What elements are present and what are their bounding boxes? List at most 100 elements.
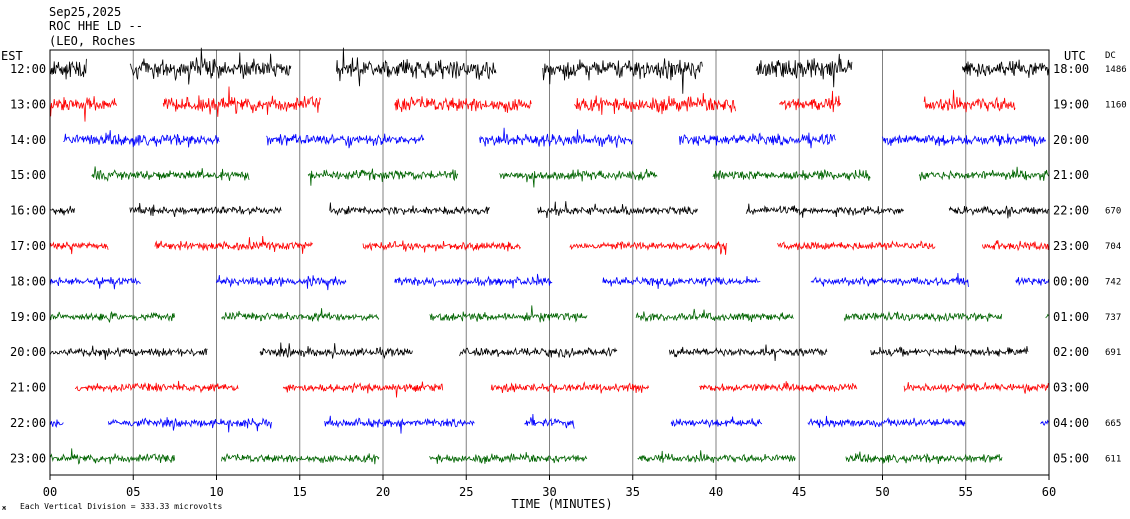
trace-row-11-segment-6 bbox=[807, 415, 966, 428]
est-label-row-3: 14:00 bbox=[10, 133, 46, 147]
trace-row-10-segment-4 bbox=[699, 381, 858, 393]
left-axis-title: EST bbox=[1, 49, 23, 63]
trace-row-6-segment-1 bbox=[49, 241, 109, 255]
dc-value-row-11: 665 bbox=[1105, 419, 1121, 429]
x-tick-label-50: 50 bbox=[875, 485, 889, 499]
x-tick-label-60: 60 bbox=[1042, 485, 1056, 499]
trace-row-5-segment-4 bbox=[537, 201, 698, 219]
trace-row-11-segment-5 bbox=[670, 416, 763, 429]
footer-corner-icon: ж bbox=[2, 504, 7, 512]
utc-label-row-8: 01:00 bbox=[1053, 310, 1089, 324]
trace-row-8-segment-6 bbox=[1045, 313, 1049, 319]
trace-row-12-segment-2 bbox=[221, 452, 380, 465]
trace-row-8-segment-1 bbox=[49, 310, 175, 323]
est-label-row-11: 22:00 bbox=[10, 416, 46, 430]
trace-row-1-segment-1 bbox=[49, 58, 87, 80]
est-label-row-7: 18:00 bbox=[10, 274, 46, 288]
trace-row-6-segment-2 bbox=[154, 235, 313, 254]
utc-label-row-4: 21:00 bbox=[1053, 168, 1089, 182]
trace-row-2-segment-3 bbox=[394, 96, 532, 113]
trace-row-12-segment-4 bbox=[637, 450, 796, 463]
trace-row-7-segment-3 bbox=[394, 273, 553, 289]
x-tick-label-20: 20 bbox=[376, 485, 390, 499]
utc-label-row-3: 20:00 bbox=[1053, 133, 1089, 147]
trace-row-4-segment-2 bbox=[307, 168, 459, 186]
x-tick-label-10: 10 bbox=[209, 485, 223, 499]
utc-label-row-2: 19:00 bbox=[1053, 97, 1089, 111]
trace-row-5-segment-3 bbox=[329, 202, 490, 216]
trace-row-6-segment-3 bbox=[362, 240, 521, 253]
trace-row-1-segment-5 bbox=[755, 53, 853, 88]
plot-frame bbox=[49, 49, 1050, 476]
trace-row-5-segment-2 bbox=[129, 202, 282, 217]
trace-row-9-segment-2 bbox=[259, 342, 413, 360]
trace-row-6-segment-5 bbox=[777, 240, 936, 251]
trace-row-4-segment-1 bbox=[91, 166, 250, 182]
trace-row-10-segment-1 bbox=[74, 380, 239, 394]
footer-note: Each Vertical Division = 333.33 microvol… bbox=[20, 502, 222, 511]
dc-value-row-1: 1486 bbox=[1105, 65, 1127, 75]
dc-value-row-5: 670 bbox=[1105, 207, 1121, 217]
trace-row-10-segment-5 bbox=[903, 382, 1049, 394]
dc-value-row-7: 742 bbox=[1105, 277, 1121, 287]
est-label-row-6: 17:00 bbox=[10, 239, 46, 253]
trace-row-7-segment-6 bbox=[1015, 276, 1049, 286]
est-label-row-8: 19:00 bbox=[10, 310, 46, 324]
est-label-row-10: 21:00 bbox=[10, 381, 46, 395]
trace-row-10-segment-3 bbox=[490, 381, 650, 394]
trace-row-2-segment-2 bbox=[162, 86, 322, 117]
trace-row-8-segment-2 bbox=[221, 308, 380, 322]
utc-label-row-9: 02:00 bbox=[1053, 345, 1089, 359]
trace-row-4-segment-4 bbox=[712, 169, 871, 181]
x-tick-label-40: 40 bbox=[709, 485, 723, 499]
x-tick-label-45: 45 bbox=[792, 485, 806, 499]
dc-title: DC bbox=[1105, 51, 1116, 61]
trace-row-9-segment-4 bbox=[669, 344, 828, 362]
trace-row-2-segment-6 bbox=[923, 89, 1016, 113]
trace-row-8-segment-3 bbox=[429, 305, 588, 323]
trace-row-1-segment-3 bbox=[336, 47, 497, 87]
utc-label-row-12: 05:00 bbox=[1053, 451, 1089, 465]
trace-row-9-segment-5 bbox=[870, 345, 1029, 358]
trace-row-3-segment-5 bbox=[882, 133, 1046, 147]
utc-label-row-11: 04:00 bbox=[1053, 416, 1089, 430]
utc-label-row-7: 00:00 bbox=[1053, 274, 1089, 288]
x-tick-label-55: 55 bbox=[959, 485, 973, 499]
trace-row-12-segment-5 bbox=[845, 451, 1003, 464]
trace-row-7-segment-4 bbox=[602, 276, 761, 289]
trace-row-3-segment-3 bbox=[479, 127, 633, 148]
trace-row-8-segment-5 bbox=[843, 311, 1003, 323]
trace-row-4-segment-5 bbox=[918, 166, 1049, 181]
trace-row-5-segment-6 bbox=[948, 205, 1049, 219]
trace-layer bbox=[49, 47, 1050, 465]
x-tick-label-15: 15 bbox=[293, 485, 307, 499]
trace-row-9-segment-3 bbox=[459, 346, 618, 359]
utc-label-row-5: 22:00 bbox=[1053, 204, 1089, 218]
label-layer: 00 05 10 15 20 25 30 35 40 45 50 55 60 12:00 18:00 1486… bbox=[10, 62, 1127, 499]
trace-row-3-segment-1 bbox=[63, 130, 220, 148]
trace-row-12-segment-3 bbox=[429, 451, 588, 464]
utc-label-row-10: 03:00 bbox=[1053, 381, 1089, 395]
header-location: (LEO, Roches bbox=[49, 34, 136, 48]
x-tick-label-30: 30 bbox=[542, 485, 556, 499]
trace-row-9-segment-1 bbox=[49, 345, 208, 360]
utc-label-row-6: 23:00 bbox=[1053, 239, 1089, 253]
x-axis-label: TIME (MINUTES) bbox=[511, 497, 612, 511]
est-label-row-5: 16:00 bbox=[10, 204, 46, 218]
trace-row-3-segment-2 bbox=[266, 133, 425, 149]
trace-row-12-segment-1 bbox=[49, 448, 175, 465]
est-label-row-1: 12:00 bbox=[10, 62, 46, 76]
x-tick-label-00: 00 bbox=[43, 485, 57, 499]
est-label-row-2: 13:00 bbox=[10, 97, 46, 111]
trace-row-5-segment-5 bbox=[745, 203, 904, 218]
header-date: Sep25,2025 bbox=[49, 5, 121, 19]
trace-row-11-segment-4 bbox=[524, 413, 575, 429]
trace-row-1-segment-4 bbox=[542, 58, 703, 94]
dc-value-row-8: 737 bbox=[1105, 313, 1121, 323]
dc-value-row-9: 691 bbox=[1105, 348, 1121, 358]
trace-row-3-segment-4 bbox=[679, 132, 836, 149]
trace-row-1-segment-6 bbox=[962, 59, 1049, 78]
est-label-row-12: 23:00 bbox=[10, 451, 46, 465]
trace-row-7-segment-5 bbox=[810, 272, 969, 287]
